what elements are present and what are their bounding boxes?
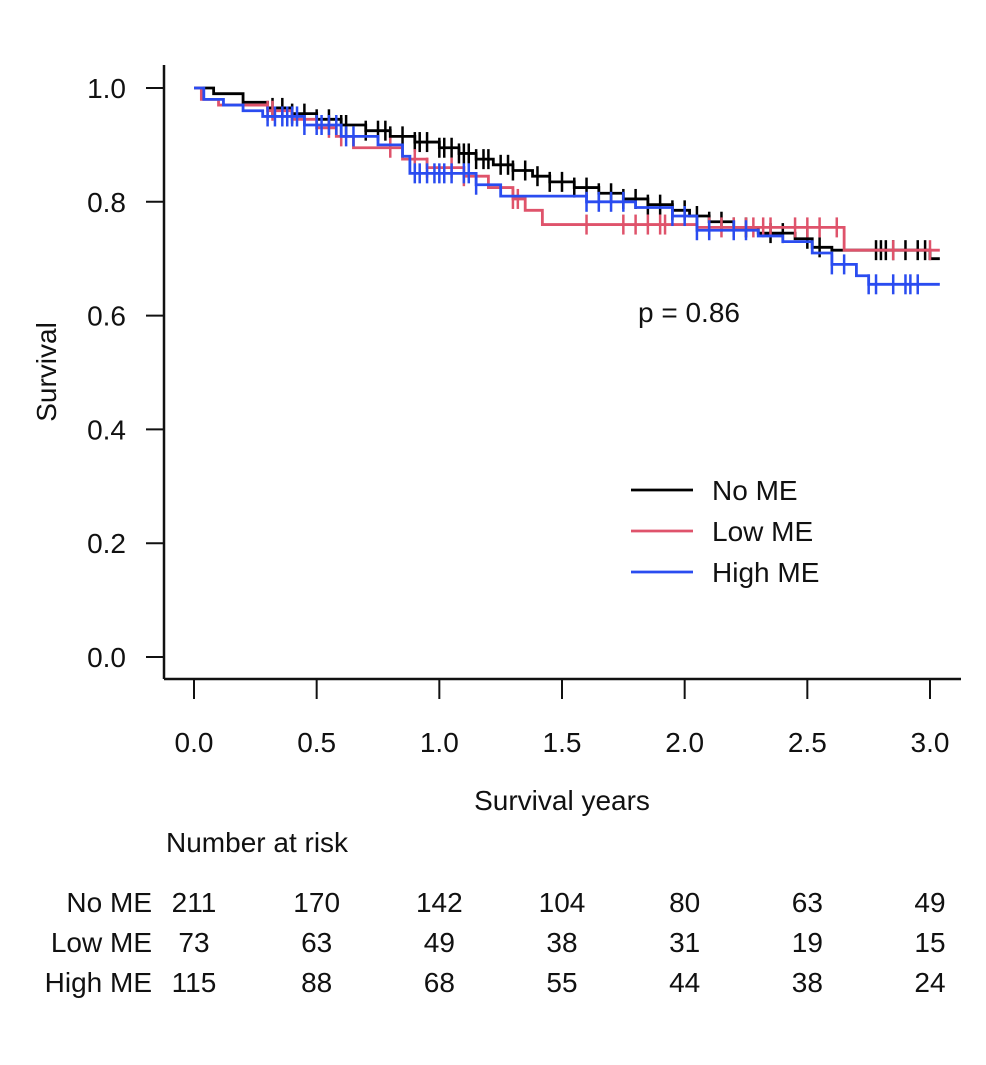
x-tick-label: 2.5	[788, 727, 827, 758]
survival-step-line	[194, 86, 940, 261]
x-tick-label: 1.5	[543, 727, 582, 758]
curve-high-me	[194, 86, 940, 295]
risk-count: 31	[669, 927, 700, 958]
risk-table: No ME 211 170 142 104 80 63 49 Low ME 73 63 49 38 31 1…	[45, 887, 946, 998]
risk-count: 104	[539, 887, 586, 918]
survival-step-line	[194, 86, 940, 286]
risk-count: 44	[669, 967, 700, 998]
x-tick-label: 0.0	[175, 727, 214, 758]
risk-row-label: High ME	[45, 967, 152, 998]
y-tick-label: 0.4	[87, 414, 126, 445]
risk-count: 15	[914, 927, 945, 958]
y-tick-label: 0.6	[87, 301, 126, 332]
x-axis-title: Survival years	[474, 785, 650, 816]
x-tick-label: 2.0	[665, 727, 704, 758]
risk-count: 38	[546, 927, 577, 958]
x-ticks: 0.0 0.5 1.0 1.5 2.0 2.5 3.0	[175, 679, 950, 758]
y-tick-label: 1.0	[87, 73, 126, 104]
risk-count: 88	[301, 967, 332, 998]
legend-label: Low ME	[712, 516, 813, 547]
y-tick-label: 0.8	[87, 187, 126, 218]
risk-count: 63	[792, 887, 823, 918]
risk-table-title: Number at risk	[166, 827, 349, 858]
axes: 0.0 0.2 0.4 0.6 0.8 1.0 0.0 0.5 1.0 1.5 2.0 2.5 3.0	[87, 65, 961, 758]
y-ticks: 0.0 0.2 0.4 0.6 0.8 1.0	[87, 73, 164, 673]
risk-count: 142	[416, 887, 463, 918]
risk-count: 49	[914, 887, 945, 918]
risk-count: 49	[424, 927, 455, 958]
risk-count: 170	[293, 887, 340, 918]
risk-count: 19	[792, 927, 823, 958]
x-tick-label: 3.0	[911, 727, 950, 758]
x-tick-label: 1.0	[420, 727, 459, 758]
risk-count: 55	[546, 967, 577, 998]
legend-label: High ME	[712, 557, 819, 588]
y-tick-label: 0.2	[87, 528, 126, 559]
legend-label: No ME	[712, 475, 798, 506]
risk-count: 38	[792, 967, 823, 998]
legend: No ME Low ME High ME	[631, 475, 819, 588]
y-axis-title: Survival	[31, 322, 62, 422]
risk-count: 73	[178, 927, 209, 958]
p-value-annotation: p = 0.86	[638, 297, 740, 328]
risk-row-label: No ME	[66, 887, 152, 918]
curve-no-me	[194, 86, 940, 261]
risk-count: 80	[669, 887, 700, 918]
risk-count: 211	[172, 887, 217, 918]
survival-curves	[194, 86, 940, 295]
risk-count: 24	[914, 967, 945, 998]
y-tick-label: 0.0	[87, 642, 126, 673]
risk-row-label: Low ME	[51, 927, 152, 958]
risk-count: 115	[172, 967, 217, 998]
x-tick-label: 0.5	[297, 727, 336, 758]
risk-count: 68	[424, 967, 455, 998]
risk-count: 63	[301, 927, 332, 958]
